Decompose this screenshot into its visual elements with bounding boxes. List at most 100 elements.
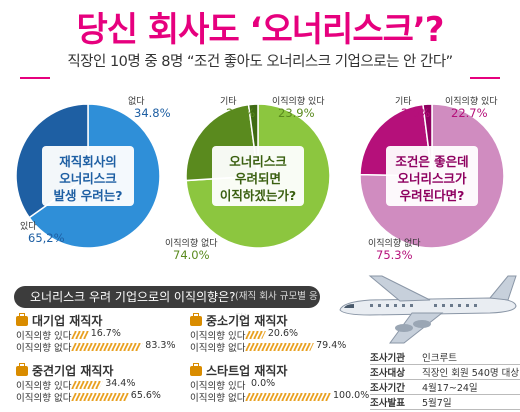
survey-info-value: 4월17~24일 [422, 383, 478, 394]
pie-slice-label: 있다 [20, 220, 37, 232]
briefcase-icon [16, 313, 28, 326]
bar-group: 중견기업 재직자 이직의향 있다 34.4% 이직의향 없다 65.6% [16, 362, 186, 412]
pie-center-text: 발생 우려는? [53, 188, 122, 203]
survey-info-divider [370, 379, 520, 380]
bar-group-name: 스타트업 재직자 [206, 364, 288, 378]
pie-center-text: 우려되면 [235, 171, 281, 186]
bar-value-label: 100.0% [333, 390, 370, 401]
pie-center-text: 우려된다면? [400, 188, 465, 203]
bar-group-title: 대기업 재직자 [16, 312, 103, 328]
pie-slice-label: 기타 [220, 96, 237, 107]
bar-mark [71, 343, 144, 351]
bar-row-label: 이직의향 있다 [16, 331, 72, 342]
bar-row: 이직의향 있다 0.0% [190, 378, 360, 392]
pie-slice-label: 이직의향 있다 [272, 95, 325, 107]
briefcase-icon [190, 363, 202, 376]
pie-slice-label: 이직의향 없다 [368, 237, 421, 249]
pie-slice-label: 이직의향 있다 [445, 95, 498, 107]
bar-row: 이직의향 없다 83.3% [16, 340, 186, 354]
pie-center-text: 오너리스크가 [397, 171, 467, 186]
bar-value-label: 79.4% [316, 340, 347, 351]
bar-row-label: 이직의향 없다 [16, 393, 72, 404]
bar-mark [71, 393, 129, 401]
survey-info-divider [370, 364, 520, 365]
bar-row: 이직의향 없다 100.0% [190, 390, 369, 404]
bar-value-label: 16.7% [90, 328, 121, 339]
bar-section-note: (재직 회사 규모별 응답) [235, 291, 318, 324]
bar-row-label: 이직의향 있다 [190, 381, 246, 392]
survey-info-value: 직장인 회원 540명 대상 [422, 368, 520, 379]
pie-center-box [42, 146, 134, 206]
bar-value-label: 0.0% [251, 378, 276, 389]
pie-slice-label: 없다 [128, 96, 145, 107]
bar-row: 이직의향 있다 20.6% [190, 328, 360, 342]
survey-info-divider [370, 394, 520, 395]
page-subtitle: 직장인 10명 중 8명 “조건 좋아도 오너리스크 기업으로는 안 간다” [67, 54, 453, 70]
bar-row-label: 이직의향 있다 [190, 331, 246, 342]
bar-value-label: 20.6% [267, 328, 299, 339]
bar-row: 이직의향 없다 65.6% [16, 390, 186, 404]
pie-slice-value: 74.0% [173, 248, 210, 262]
bar-mark [71, 381, 104, 389]
survey-info-key: 조사발표 [370, 398, 405, 409]
briefcase-icon [190, 313, 202, 326]
bar-group-name: 중소기업 재직자 [206, 314, 288, 328]
pie-center-text: 재직회사의 [59, 154, 117, 169]
pie-slice-value: 34.8% [134, 106, 171, 120]
pie-slice-value: 22.7% [451, 106, 488, 120]
survey-info-key: 조사기관 [370, 353, 405, 364]
pie-slice-label: 기타 [395, 96, 412, 107]
survey-info-row: 조사발표 5월7일 [370, 395, 452, 410]
pie-center-text: 이직하겠는가? [220, 188, 296, 203]
bar-row: 이직의향 없다 79.4% [190, 340, 360, 354]
pie-slice-value: 65,2% [28, 231, 65, 245]
pie-center-text: 오너리스크 [59, 171, 117, 186]
bar-section-title: 오너리스크 우려 기업으로의 이직의향은? [30, 290, 236, 304]
bar-group-title: 중소기업 재직자 [190, 312, 288, 328]
subtitle-rule-left [20, 77, 50, 79]
bar-value-label: 65.6% [130, 390, 161, 401]
survey-info-row: 조사기관 인크루트 [370, 350, 457, 365]
pie-slice-value: 75.3% [376, 248, 413, 262]
pie-center-text: 조건은 좋은데 [395, 154, 468, 169]
survey-info-row: 조사대상 직장인 회원 540명 대상 [370, 365, 519, 380]
pie-slice-value: 23.9% [278, 106, 315, 120]
airplane-icon [339, 275, 517, 344]
pie-slice-value: 2.0% [401, 106, 430, 120]
survey-info-divider [370, 409, 520, 410]
bar-group-title: 중견기업 재직자 [16, 362, 114, 378]
bar-row-label: 이직의향 없다 [16, 343, 72, 354]
bar-mark [245, 331, 266, 339]
survey-info-row: 조사기간 4월17~24일 [370, 380, 478, 395]
pie-slice-label: 이직의향 없다 [165, 237, 218, 249]
bar-group-name: 대기업 재직자 [32, 314, 103, 328]
bar-row: 이직의향 있다 34.4% [16, 378, 186, 392]
page-title: 당신 회사도 ‘오너리스크’? [76, 10, 444, 50]
pie-slice [359, 103, 505, 249]
bar-group-title: 스타트업 재직자 [190, 362, 288, 378]
bar-row: 이직의향 있다 16.7% [16, 328, 186, 342]
bar-row-label: 이직의향 없다 [190, 343, 246, 354]
pie-center-box [212, 146, 304, 206]
pie-slice-value: 2.1% [226, 106, 255, 120]
bar-group-name: 중견기업 재직자 [32, 364, 114, 378]
bar-mark [245, 381, 249, 389]
bar-mark [71, 331, 89, 339]
bar-row-label: 이직의향 없다 [190, 393, 246, 404]
briefcase-icon [16, 363, 28, 376]
survey-info-key: 조사대상 [370, 368, 405, 379]
bar-mark [245, 343, 314, 351]
survey-info-value: 5월7일 [422, 398, 452, 409]
bar-mark [245, 393, 331, 401]
bar-section-header: 오너리스크 우려 기업으로의 이직의향은? (재직 회사 규모별 응답) [14, 286, 320, 324]
survey-info-value: 인크루트 [422, 353, 457, 364]
subtitle-rule-right [470, 77, 500, 79]
bar-row-label: 이직의향 있다 [16, 381, 72, 392]
pie-center-box [386, 146, 478, 206]
pie-center-text: 오너리스크 [229, 154, 287, 169]
bar-value-label: 83.3% [145, 340, 176, 351]
